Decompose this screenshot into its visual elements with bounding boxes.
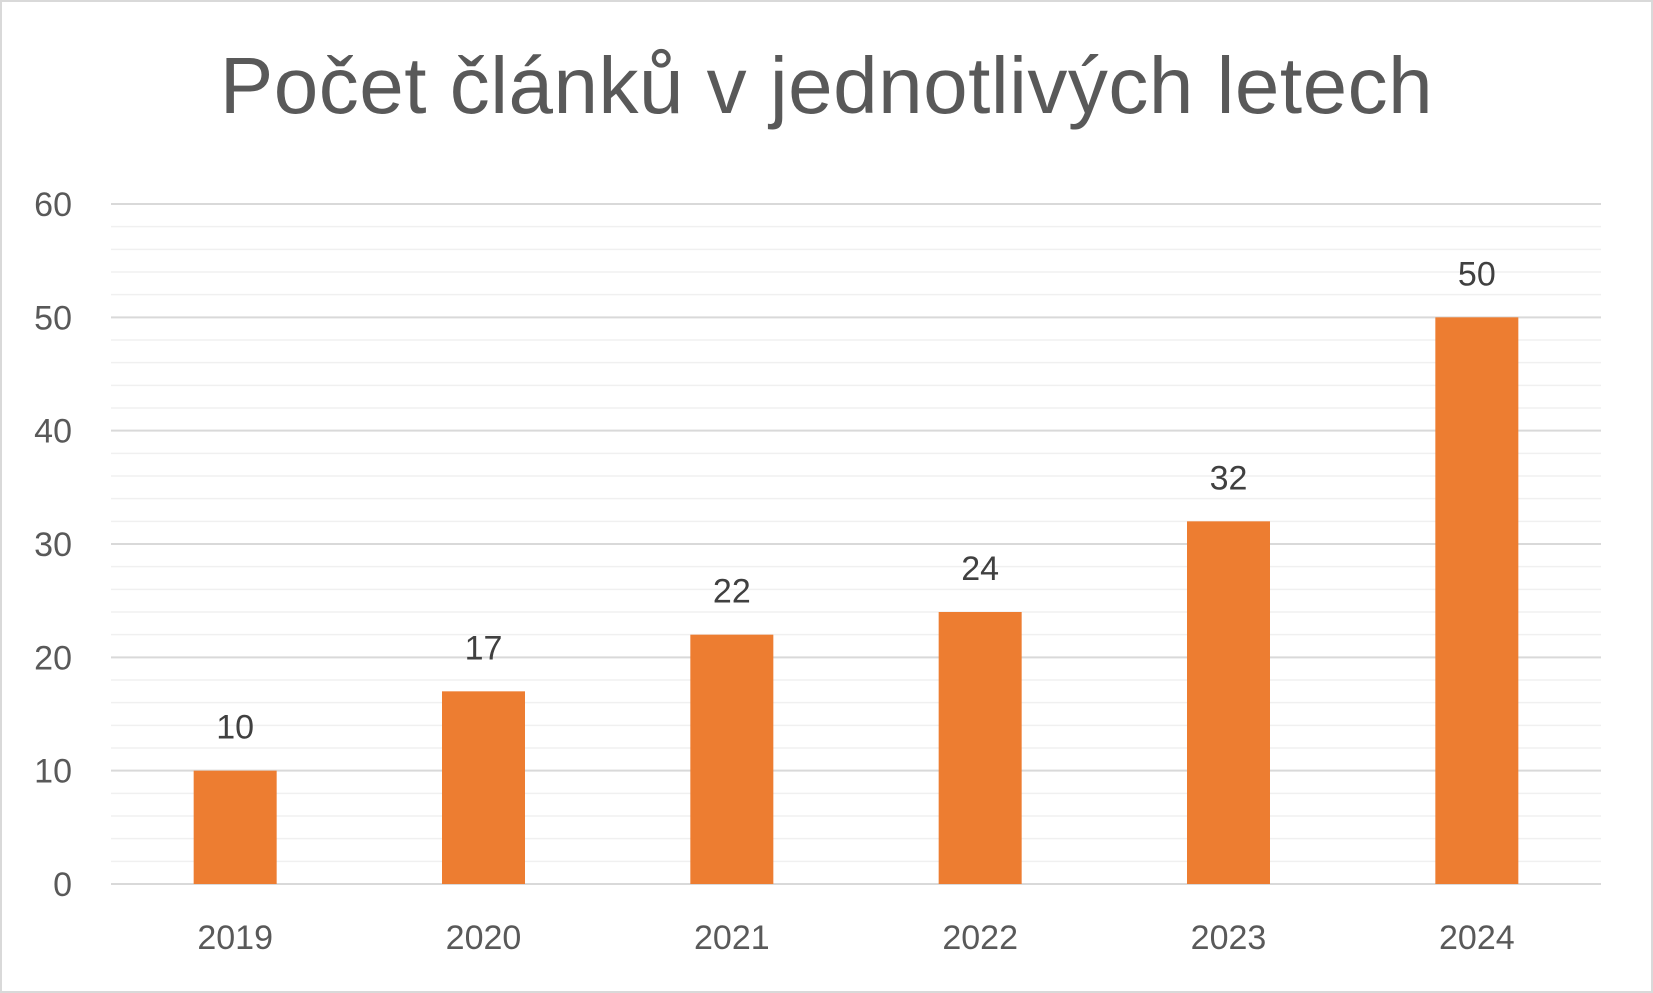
x-tick-label: 2019 <box>197 919 273 957</box>
data-label-2020: 17 <box>465 629 503 667</box>
bar-2020 <box>442 691 525 884</box>
bar-series <box>193 317 1519 884</box>
y-tick-label: 30 <box>34 526 72 564</box>
bar-2022 <box>938 612 1022 884</box>
data-label-2023: 32 <box>1210 459 1248 497</box>
x-tick-label: 2022 <box>942 919 1018 957</box>
y-tick-label: 20 <box>34 639 72 677</box>
y-tick-label: 40 <box>34 413 72 451</box>
x-tick-label: 2023 <box>1191 919 1267 957</box>
y-axis-tick-labels: 0 10 20 30 40 50 60 <box>34 186 72 904</box>
data-labels: 10 17 22 24 32 50 <box>216 255 1495 746</box>
data-label-2019: 10 <box>216 709 254 747</box>
data-label-2024: 50 <box>1458 255 1496 293</box>
bar-2023 <box>1187 521 1270 884</box>
data-label-2021: 22 <box>713 573 751 611</box>
major-gridlines <box>111 203 1601 885</box>
bar-2021 <box>690 634 774 884</box>
y-tick-label: 50 <box>34 299 72 337</box>
y-tick-label: 10 <box>34 753 72 791</box>
bar-2019 <box>193 770 277 884</box>
x-tick-label: 2020 <box>446 919 522 957</box>
data-label-2022: 24 <box>961 550 999 588</box>
minor-gridlines <box>111 225 1601 863</box>
bar-2024 <box>1435 317 1519 884</box>
x-tick-label: 2024 <box>1439 919 1515 957</box>
x-tick-label: 2021 <box>694 919 770 957</box>
y-tick-label: 0 <box>53 866 72 904</box>
x-axis-tick-labels: 2019 2020 2021 2022 2023 2024 <box>197 919 1514 957</box>
y-tick-label: 60 <box>34 186 72 224</box>
chart-title: Počet článků v jednotlivých letech <box>219 41 1434 130</box>
